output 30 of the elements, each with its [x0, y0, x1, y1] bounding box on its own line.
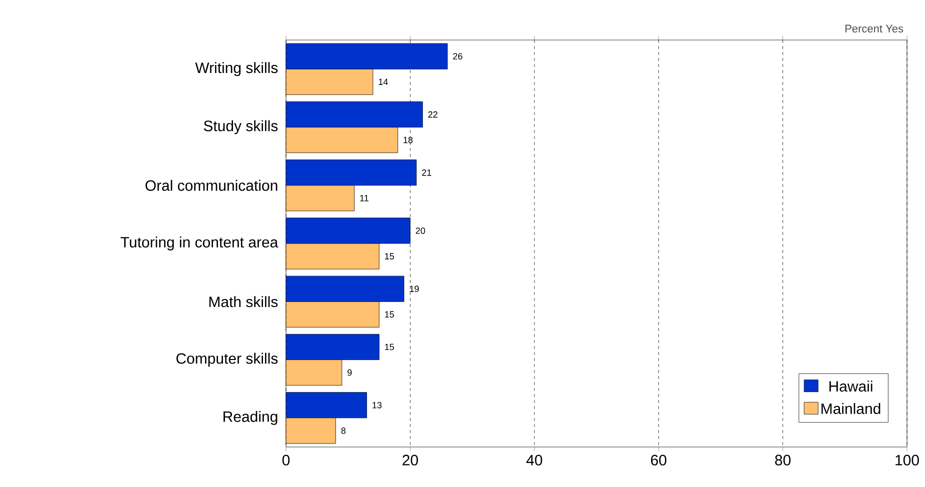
data-label: 11	[360, 195, 368, 202]
data-label: 15	[385, 253, 394, 260]
data-label: 22	[428, 111, 438, 118]
data-label: 18	[404, 136, 413, 144]
y-tick-label: Oral communication	[146, 180, 278, 191]
data-label: 21	[422, 169, 432, 176]
data-label: 9	[348, 369, 352, 376]
x-tick-label: 0	[282, 454, 290, 466]
data-label: 19	[410, 286, 419, 292]
y-tick-label: Computer skills	[176, 352, 278, 367]
x-tick-label: 60	[651, 454, 666, 466]
y-tick-label: Tutoring in content area	[120, 236, 278, 250]
data-label: 20	[416, 228, 426, 234]
data-label: 26	[453, 53, 462, 60]
data-label: 13	[372, 402, 382, 408]
x-axis-title: Percent Yes	[845, 24, 904, 32]
y-tick-label: Math skills	[209, 296, 278, 308]
data-label: 8	[341, 428, 346, 434]
x-tick-label: 80	[775, 454, 791, 466]
x-tick-label: 100	[896, 454, 919, 466]
data-label: 14	[378, 78, 388, 85]
y-tick-label: Writing skills	[195, 62, 278, 76]
x-tick-label: 20	[402, 454, 418, 466]
legend-label: Hawaii	[829, 380, 872, 392]
data-label: 15	[385, 344, 394, 350]
legend-label: Mainland	[822, 403, 880, 414]
y-tick-label: Study skills	[204, 120, 278, 134]
data-label: 15	[385, 311, 394, 318]
y-tick-label: Reading	[224, 410, 278, 425]
x-tick-label: 40	[526, 454, 542, 466]
